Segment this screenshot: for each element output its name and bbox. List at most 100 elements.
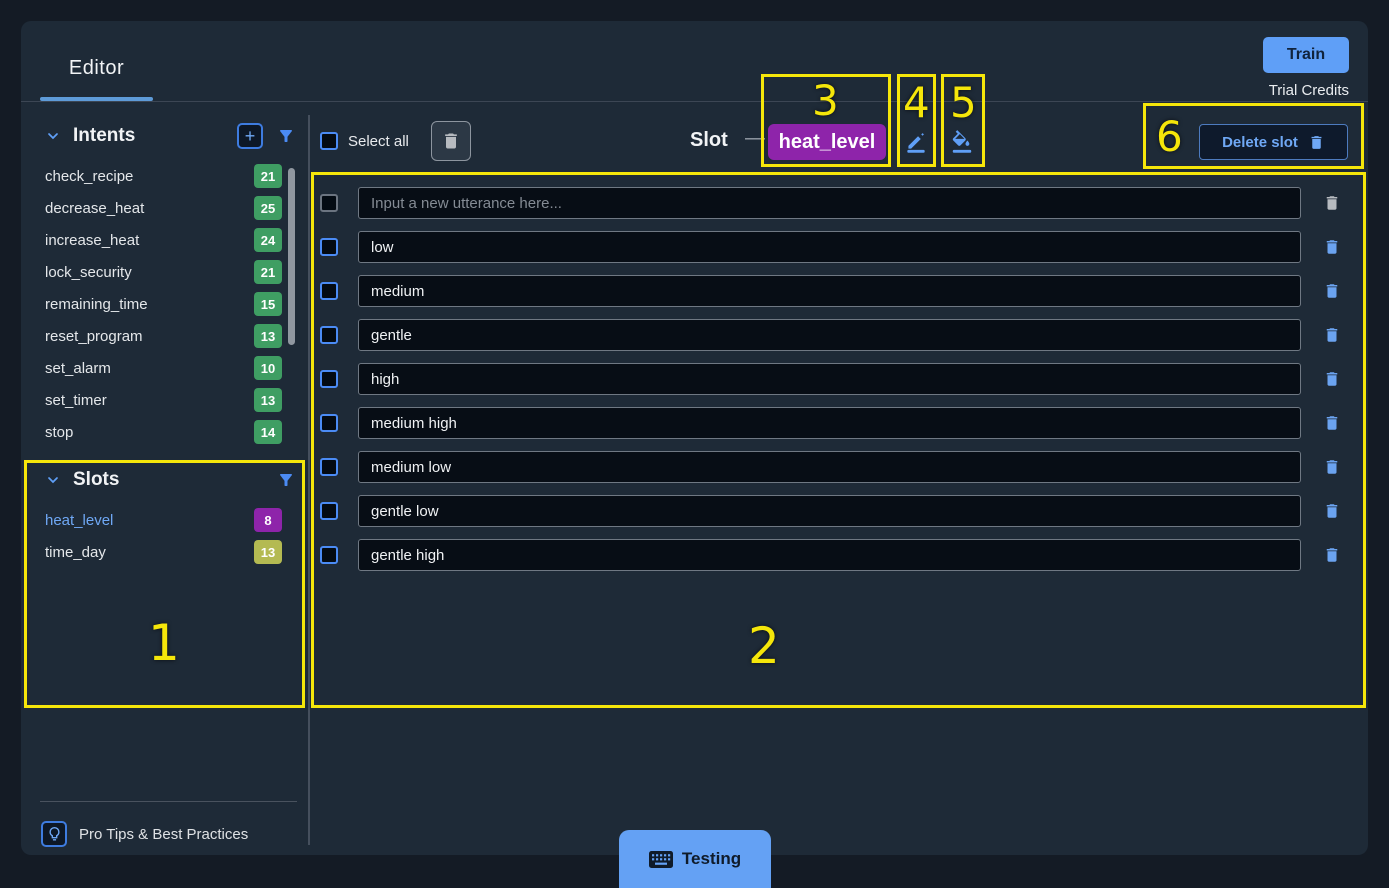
intent-count-badge: 15 [254, 292, 282, 316]
intent-label: decrease_heat [45, 199, 145, 217]
intent-label: set_alarm [45, 359, 111, 377]
intent-list-item[interactable]: stop 14 [45, 416, 282, 448]
train-button[interactable]: Train [1263, 37, 1349, 73]
slot-count-badge: 8 [254, 508, 282, 532]
intent-list-item[interactable]: set_alarm 10 [45, 352, 282, 384]
trash-icon[interactable] [1323, 457, 1341, 477]
utterance-checkbox[interactable] [320, 326, 338, 344]
trash-icon[interactable] [1323, 281, 1341, 301]
new-utterance-input[interactable] [358, 187, 1301, 219]
intent-count-badge: 10 [254, 356, 282, 380]
trial-credits-label: Trial Credits [1268, 82, 1349, 99]
utterance-text[interactable]: medium low [358, 451, 1301, 483]
chevron-down-icon[interactable] [45, 472, 61, 488]
utterance-checkbox[interactable] [320, 194, 338, 212]
intent-list-item[interactable]: reset_program 13 [45, 320, 282, 352]
utterance-row: medium [320, 275, 1360, 307]
utterance-checkbox[interactable] [320, 458, 338, 476]
slot-dash: — [745, 127, 765, 149]
utterance-text[interactable]: medium [358, 275, 1301, 307]
utterance-text[interactable]: low [358, 231, 1301, 263]
trash-icon[interactable] [1323, 501, 1341, 521]
intents-list: check_recipe 21 decrease_heat 25 increas… [45, 160, 282, 448]
utterance-row: low [320, 231, 1360, 263]
utterance-row: gentle low [320, 495, 1360, 527]
intent-label: check_recipe [45, 167, 134, 185]
pencil-icon [907, 133, 925, 153]
slot-label: heat_level [45, 511, 114, 529]
new-utterance-row [320, 187, 1360, 219]
slot-name-badge[interactable]: heat_level [768, 124, 886, 160]
slot-list-item[interactable]: heat_level 8 [45, 504, 282, 536]
slot-list-item[interactable]: time_day 13 [45, 536, 282, 568]
testing-button[interactable]: Testing [619, 830, 771, 888]
utterance-text[interactable]: high [358, 363, 1301, 395]
utterance-checkbox[interactable] [320, 370, 338, 388]
trash-icon[interactable] [1323, 193, 1341, 213]
intent-label: reset_program [45, 327, 143, 345]
trash-icon[interactable] [1323, 237, 1341, 257]
intents-header: Intents + [45, 122, 295, 150]
intent-count-badge: 13 [254, 388, 282, 412]
intents-title: Intents [73, 125, 136, 146]
utterance-list: low medium gentle high [320, 187, 1360, 583]
intent-list-item[interactable]: increase_heat 24 [45, 224, 282, 256]
utterance-checkbox[interactable] [320, 414, 338, 432]
fill-color-button[interactable] [949, 128, 975, 154]
utterance-checkbox[interactable] [320, 502, 338, 520]
tabbar-divider [21, 101, 1368, 102]
bulk-delete-button[interactable] [431, 121, 471, 161]
intent-list-item[interactable]: decrease_heat 25 [45, 192, 282, 224]
trash-icon[interactable] [1323, 545, 1341, 565]
utterance-checkbox[interactable] [320, 546, 338, 564]
intent-label: increase_heat [45, 231, 140, 249]
tab-editor[interactable]: Editor [68, 57, 125, 79]
delete-slot-label: Delete slot [1222, 133, 1298, 151]
trash-icon[interactable] [1323, 413, 1341, 433]
utterance-text[interactable]: medium high [358, 407, 1301, 439]
utterance-checkbox[interactable] [320, 282, 338, 300]
utterance-row: high [320, 363, 1360, 395]
utterance-row: gentle [320, 319, 1360, 351]
filter-icon[interactable] [277, 471, 295, 489]
utterance-text[interactable]: gentle low [358, 495, 1301, 527]
trash-icon [445, 133, 457, 149]
add-intent-button[interactable]: + [237, 123, 263, 149]
slots-header: Slots [45, 466, 295, 494]
intent-list-item[interactable]: lock_security 21 [45, 256, 282, 288]
slot-heading: Slot [690, 129, 728, 151]
edit-slot-button[interactable] [903, 128, 929, 154]
protips-label[interactable]: Pro Tips & Best Practices [79, 826, 249, 843]
slots-list: heat_level 8 time_day 13 [45, 504, 282, 568]
utterance-text[interactable]: gentle [358, 319, 1301, 351]
trash-icon[interactable] [1323, 369, 1341, 389]
trash-icon[interactable] [1323, 325, 1341, 345]
intent-count-badge: 21 [254, 164, 282, 188]
intent-count-badge: 13 [254, 324, 282, 348]
slot-label: time_day [45, 543, 106, 561]
intent-list-item[interactable]: set_timer 13 [45, 384, 282, 416]
select-all-checkbox[interactable] [320, 132, 338, 150]
intent-list-item[interactable]: check_recipe 21 [45, 160, 282, 192]
utterance-text[interactable]: gentle high [358, 539, 1301, 571]
slot-count-badge: 13 [254, 540, 282, 564]
delete-slot-button[interactable]: Delete slot [1199, 124, 1348, 160]
intent-label: remaining_time [45, 295, 148, 313]
protips-divider [40, 801, 297, 802]
intent-count-badge: 21 [254, 260, 282, 284]
trash-icon [1311, 135, 1322, 149]
intent-label: lock_security [45, 263, 132, 281]
paint-bucket-icon [952, 130, 972, 153]
utterance-checkbox[interactable] [320, 238, 338, 256]
intents-scrollbar[interactable] [288, 168, 295, 345]
lightbulb-icon[interactable] [41, 821, 67, 847]
filter-icon[interactable] [277, 127, 295, 145]
intent-count-badge: 24 [254, 228, 282, 252]
sidebar-divider [308, 115, 310, 845]
intent-list-item[interactable]: remaining_time 15 [45, 288, 282, 320]
utterance-row: medium high [320, 407, 1360, 439]
chevron-down-icon[interactable] [45, 128, 61, 144]
utterance-row: gentle high [320, 539, 1360, 571]
keyboard-icon [648, 850, 673, 868]
